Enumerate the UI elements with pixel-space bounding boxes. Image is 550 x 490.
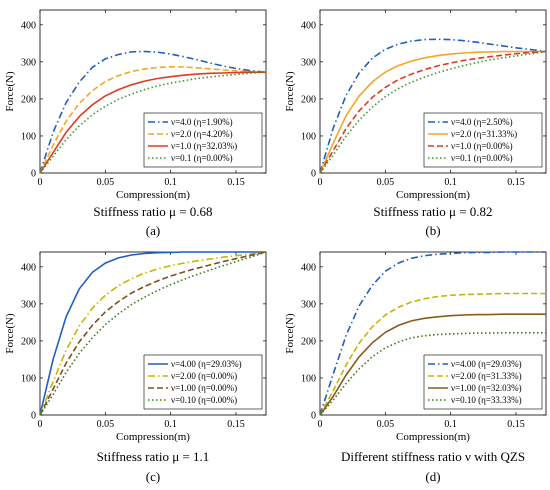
y-tick-label: 300 (21, 299, 36, 310)
y-tick-label: 0 (311, 169, 316, 180)
legend-entry: ν=2.0 (η=4.20%) (171, 129, 233, 139)
y-tick-label: 300 (301, 299, 316, 310)
x-axis-label: Compression(m) (116, 189, 190, 201)
x-tick-label: 0 (318, 177, 323, 188)
y-tick-label: 400 (21, 20, 36, 31)
legend-entry: ν=1.00 (η=32.03%) (451, 383, 522, 393)
legend-entry: ν=0.1 (η=0.00%) (171, 153, 233, 163)
legend-entry: ν=0.1 (η=0.00%) (451, 153, 513, 163)
legend-entry: ν=1.0 (η=0.00%) (451, 141, 513, 151)
panel-caption: Stiffness ratio μ = 0.68 (93, 204, 212, 219)
series-line-3 (39, 251, 267, 416)
x-tick-label: 0.1 (164, 419, 177, 430)
legend-entry: ν=2.0 (η=31.33%) (451, 129, 517, 139)
series-line-2 (39, 71, 266, 174)
legend: ν=4.0 (η=1.90%) ν=2.0 (η=4.20%) ν=1.0 (η=3… (143, 112, 263, 168)
y-tick-label: 200 (21, 94, 36, 105)
y-tick-label: 0 (311, 411, 316, 422)
y-tick-label: 100 (301, 373, 316, 384)
panel-caption: Different stiffness ratio ν with QZS (341, 449, 525, 464)
legend-entry: ν=4.00 (η=29.03%) (171, 359, 242, 369)
y-tick-label: 300 (21, 57, 36, 68)
x-axis-label: Compression(m) (396, 431, 470, 443)
y-tick-label: 300 (301, 57, 316, 68)
axes-frame (39, 251, 267, 416)
legend-entry: ν=2.00 (η=31.33%) (451, 371, 522, 381)
x-tick-label: 0.05 (377, 419, 395, 430)
x-tick-label: 0.15 (507, 419, 525, 430)
x-tick-label: 0.05 (377, 177, 395, 188)
y-tick-label: 400 (21, 262, 36, 273)
legend-entry: ν=0.10 (η=0.00%) (171, 395, 237, 405)
series-line-3 (319, 331, 546, 416)
y-tick-label: 200 (301, 336, 316, 347)
y-axis-label: Force(N) (284, 313, 296, 354)
x-axis-label: Compression(m) (116, 431, 190, 443)
series-line-1 (39, 251, 267, 416)
panel-label: (b) (425, 223, 440, 238)
legend-entry: ν=1.00 (η=0.00%) (171, 383, 237, 393)
panel-3: 0 0.05 0.1 0.15 0 100 200 300 400 Compression(m) F… (284, 251, 547, 484)
panel-caption: Stiffness ratio μ = 1.1 (97, 449, 210, 464)
x-tick-label: 0.05 (97, 419, 115, 430)
legend-entry: ν=1.0 (η=32.03%) (171, 141, 237, 151)
x-tick-label: 0.15 (227, 177, 245, 188)
y-tick-label: 200 (21, 336, 36, 347)
panel-2: 0 0.05 0.1 0.15 0 100 200 300 400 Compression(m) F… (4, 251, 267, 484)
legend-entry: ν=0.10 (η=33.33%) (451, 395, 522, 405)
y-tick-label: 0 (31, 169, 36, 180)
panel-0: 0 0.05 0.1 0.15 0 100 200 300 400 Compression(m) F… (4, 9, 267, 238)
panel-label: (a) (146, 223, 160, 238)
x-tick-label: 0 (38, 177, 43, 188)
series-line-1 (39, 65, 267, 174)
x-axis-label: Compression(m) (396, 189, 470, 201)
legend-entry: ν=4.0 (η=1.90%) (171, 117, 233, 127)
series-line-3 (319, 50, 547, 174)
legend-entry: ν=4.00 (η=29.03%) (451, 359, 522, 369)
y-axis-label: Force(N) (4, 313, 16, 354)
legend-entry: ν=4.0 (η=2.50%) (451, 117, 513, 127)
y-tick-label: 100 (21, 373, 36, 384)
series-line-0 (319, 251, 546, 416)
x-tick-label: 0 (38, 419, 43, 430)
y-tick-label: 100 (21, 131, 36, 142)
y-tick-label: 0 (31, 411, 36, 422)
series-line-1 (319, 292, 546, 416)
x-tick-label: 0.1 (444, 419, 457, 430)
y-tick-label: 400 (301, 262, 316, 273)
panel-label: (d) (425, 469, 440, 484)
series-line-1 (319, 50, 546, 174)
series-line-0 (39, 50, 267, 174)
panel-1: 0 0.05 0.1 0.15 0 100 200 300 400 Compression(m) F… (284, 9, 547, 238)
series-line-2 (319, 50, 547, 174)
series-line-0 (319, 38, 547, 174)
y-axis-label: Force(N) (284, 71, 296, 112)
x-tick-label: 0.1 (444, 177, 457, 188)
x-tick-label: 0.15 (507, 177, 525, 188)
legend: ν=4.0 (η=2.50%) ν=2.0 (η=31.33%) ν=1.0 (η=… (423, 112, 543, 168)
legend-entry: ν=2.00 (η=0.00%) (171, 371, 237, 381)
series-line-2 (39, 251, 267, 416)
x-tick-label: 0 (318, 419, 323, 430)
panel-caption: Stiffness ratio μ = 0.82 (373, 204, 492, 219)
panel-label: (c) (146, 469, 160, 484)
legend: ν=4.00 (η=29.03%) ν=2.00 (η=31.33%) ν=1.00… (423, 354, 543, 410)
x-tick-label: 0.1 (164, 177, 177, 188)
y-tick-label: 200 (301, 94, 316, 105)
y-tick-label: 400 (301, 20, 316, 31)
series-line-0 (39, 251, 266, 416)
series-line-2 (319, 313, 546, 416)
y-tick-label: 100 (301, 131, 316, 142)
x-tick-label: 0.15 (227, 419, 245, 430)
axes-frame (39, 9, 267, 174)
x-tick-label: 0.05 (97, 177, 115, 188)
axes-frame (319, 9, 547, 174)
legend: ν=4.00 (η=29.03%) ν=2.00 (η=0.00%) ν=1.00 … (143, 354, 263, 410)
y-axis-label: Force(N) (4, 71, 16, 112)
